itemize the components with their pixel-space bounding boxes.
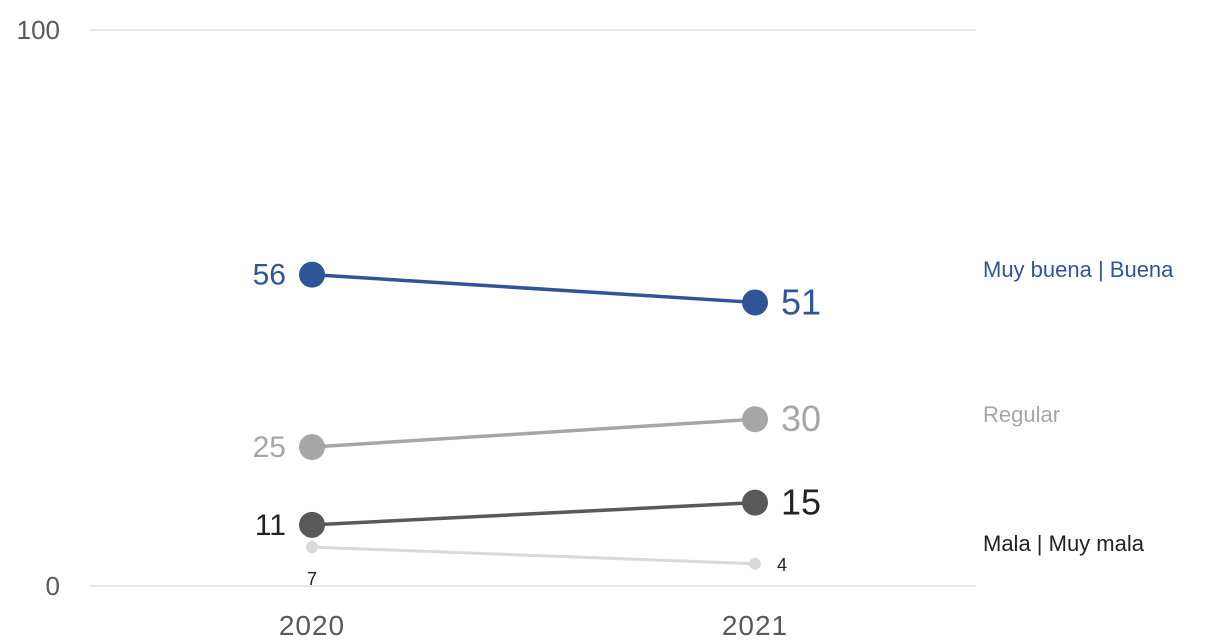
value-label-0-1: 51 [781,281,821,322]
value-label-2-1: 15 [781,482,821,523]
data-point-2-1 [742,489,768,516]
value-label-1-1: 30 [781,398,821,439]
data-point-3-0 [306,541,318,554]
series-line-2 [311,500,756,527]
legend-label-0: Muy buena | Buena [983,257,1174,282]
data-point-1-0 [299,434,325,460]
data-point-1-1 [742,406,768,433]
value-label-3-1: 4 [777,555,787,575]
value-label-3-0: 7 [307,569,317,589]
data-point-3-1 [749,557,761,570]
series-line-3 [311,545,756,566]
series-line-0 [311,272,756,305]
value-label-0-0: 56 [253,259,286,292]
data-point-0-0 [299,261,325,288]
x-tick-label-2020: 2020 [279,610,345,641]
y-tick-label-0: 0 [46,571,60,601]
data-point-0-1 [742,289,768,316]
data-point-2-0 [299,511,325,538]
legend-label-1: Regular [983,402,1060,427]
value-label-2-0: 11 [255,509,286,542]
y-tick-label-100: 100 [17,15,60,45]
value-label-1-0: 25 [253,431,286,464]
x-tick-label-2021: 2021 [722,610,788,641]
legend-label-2: Mala | Muy mala [983,531,1145,556]
series-line-1 [311,417,756,449]
